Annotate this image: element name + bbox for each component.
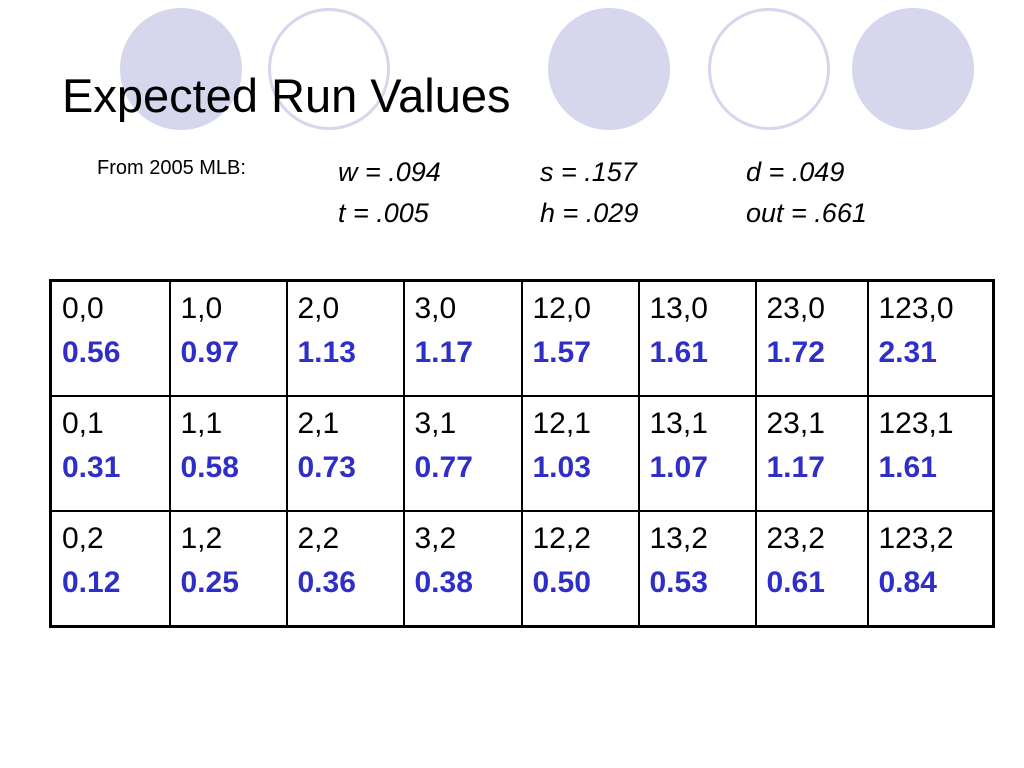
table-cell: 23,0 1.72 xyxy=(754,279,869,398)
base-out-state: 1,2 xyxy=(180,521,223,555)
run-value: 0.38 xyxy=(414,565,473,599)
table-cell: 123,1 1.61 xyxy=(866,395,995,512)
decorative-circle-filled xyxy=(120,8,242,130)
table-cell: 1,2 0.25 xyxy=(168,509,288,628)
table-cell: 13,1 1.07 xyxy=(637,395,757,512)
base-out-state: 3,2 xyxy=(414,521,457,555)
table-cell: 3,0 1.17 xyxy=(402,279,523,398)
base-out-state: 123,1 xyxy=(878,407,954,441)
base-out-state: 12,1 xyxy=(532,407,591,441)
stat-homerun: h = .029 xyxy=(540,198,639,228)
base-out-state: 1,1 xyxy=(180,407,223,441)
base-out-state: 123,0 xyxy=(878,292,954,325)
table-cell: 23,1 1.17 xyxy=(754,395,869,512)
base-out-state: 2,0 xyxy=(297,292,340,325)
run-value: 0.12 xyxy=(62,565,121,599)
table-row: 0,2 0.12 1,2 0.25 2,2 0.36 3,2 0.38 12,2 0.50… xyxy=(49,509,995,628)
run-value: 0.56 xyxy=(62,336,121,369)
source-note: From 2005 MLB: xyxy=(97,157,246,179)
table-cell: 13,2 0.53 xyxy=(637,509,757,628)
base-out-state: 123,2 xyxy=(878,521,954,555)
table-cell: 1,0 0.97 xyxy=(168,279,288,398)
table-cell: 1,1 0.58 xyxy=(168,395,288,512)
run-value: 0.25 xyxy=(180,565,239,599)
table-cell: 12,0 1.57 xyxy=(520,279,640,398)
stat-triple: t = .005 xyxy=(338,198,429,228)
run-value: 0.84 xyxy=(878,565,937,599)
run-value: 1.03 xyxy=(532,451,591,485)
stat-walk: w = .094 xyxy=(338,157,441,187)
table-cell: 0,2 0.12 xyxy=(49,509,171,628)
run-value: 0.77 xyxy=(414,451,473,485)
base-out-state: 23,0 xyxy=(766,292,825,325)
table-cell: 2,2 0.36 xyxy=(285,509,405,628)
run-value: 0.53 xyxy=(649,565,708,599)
decorative-circle-filled xyxy=(548,8,670,130)
run-value: 1.07 xyxy=(649,451,708,485)
decorative-circle-filled xyxy=(852,8,974,130)
table-cell: 123,2 0.84 xyxy=(866,509,995,628)
table-cell: 0,1 0.31 xyxy=(49,395,171,512)
base-out-state: 23,2 xyxy=(766,521,825,555)
run-value: 0.58 xyxy=(180,451,239,485)
decorative-circle-outlined xyxy=(708,8,830,130)
slide-title: Expected Run Values xyxy=(62,69,511,122)
run-value: 0.50 xyxy=(532,565,591,599)
table-cell: 23,2 0.61 xyxy=(754,509,869,628)
stat-out: out = .661 xyxy=(746,198,867,228)
base-out-state: 12,2 xyxy=(532,521,591,555)
run-value: 1.72 xyxy=(766,336,825,369)
table-cell: 3,1 0.77 xyxy=(402,395,523,512)
table-cell: 2,1 0.73 xyxy=(285,395,405,512)
run-value: 0.97 xyxy=(180,336,239,369)
table-cell: 12,2 0.50 xyxy=(520,509,640,628)
base-out-state: 13,1 xyxy=(649,407,708,441)
base-out-state: 0,1 xyxy=(62,407,104,441)
run-value: 0.73 xyxy=(297,451,356,485)
run-value: 1.17 xyxy=(414,336,473,369)
run-value: 0.31 xyxy=(62,451,121,485)
stat-double: d = .049 xyxy=(746,157,845,187)
table-cell: 123,0 2.31 xyxy=(866,279,995,398)
base-out-state: 23,1 xyxy=(766,407,825,441)
base-out-state: 0,2 xyxy=(62,521,104,555)
run-value: 0.61 xyxy=(766,565,825,599)
stat-single: s = .157 xyxy=(540,157,637,187)
run-value: 1.17 xyxy=(766,451,825,485)
base-out-state: 2,1 xyxy=(297,407,340,441)
run-value: 1.61 xyxy=(649,336,708,369)
table-row: 0,1 0.31 1,1 0.58 2,1 0.73 3,1 0.77 12,1 1.03… xyxy=(49,395,995,512)
run-value: 1.61 xyxy=(878,451,937,485)
run-value: 0.36 xyxy=(297,565,356,599)
run-value: 2.31 xyxy=(878,336,937,369)
decorative-circle-outlined xyxy=(268,8,390,130)
run-value: 1.57 xyxy=(532,336,591,369)
base-out-state: 2,2 xyxy=(297,521,340,555)
base-out-state: 3,1 xyxy=(414,407,457,441)
table-cell: 3,2 0.38 xyxy=(402,509,523,628)
base-out-state: 1,0 xyxy=(180,292,223,325)
base-out-state: 0,0 xyxy=(62,292,104,325)
base-out-state: 13,2 xyxy=(649,521,708,555)
base-out-state: 3,0 xyxy=(414,292,457,325)
run-value: 1.13 xyxy=(297,336,356,369)
table-cell: 0,0 0.56 xyxy=(49,279,171,398)
table-cell: 12,1 1.03 xyxy=(520,395,640,512)
base-out-state: 12,0 xyxy=(532,292,591,325)
table-cell: 2,0 1.13 xyxy=(285,279,405,398)
table-row: 0,0 0.56 1,0 0.97 2,0 1.13 3,0 1.17 12,0 1.57… xyxy=(49,279,995,398)
run-expectancy-table: 0,0 0.56 1,0 0.97 2,0 1.13 3,0 1.17 12,0 1.57… xyxy=(49,279,995,628)
base-out-state: 13,0 xyxy=(649,292,708,325)
table-cell: 13,0 1.61 xyxy=(637,279,757,398)
